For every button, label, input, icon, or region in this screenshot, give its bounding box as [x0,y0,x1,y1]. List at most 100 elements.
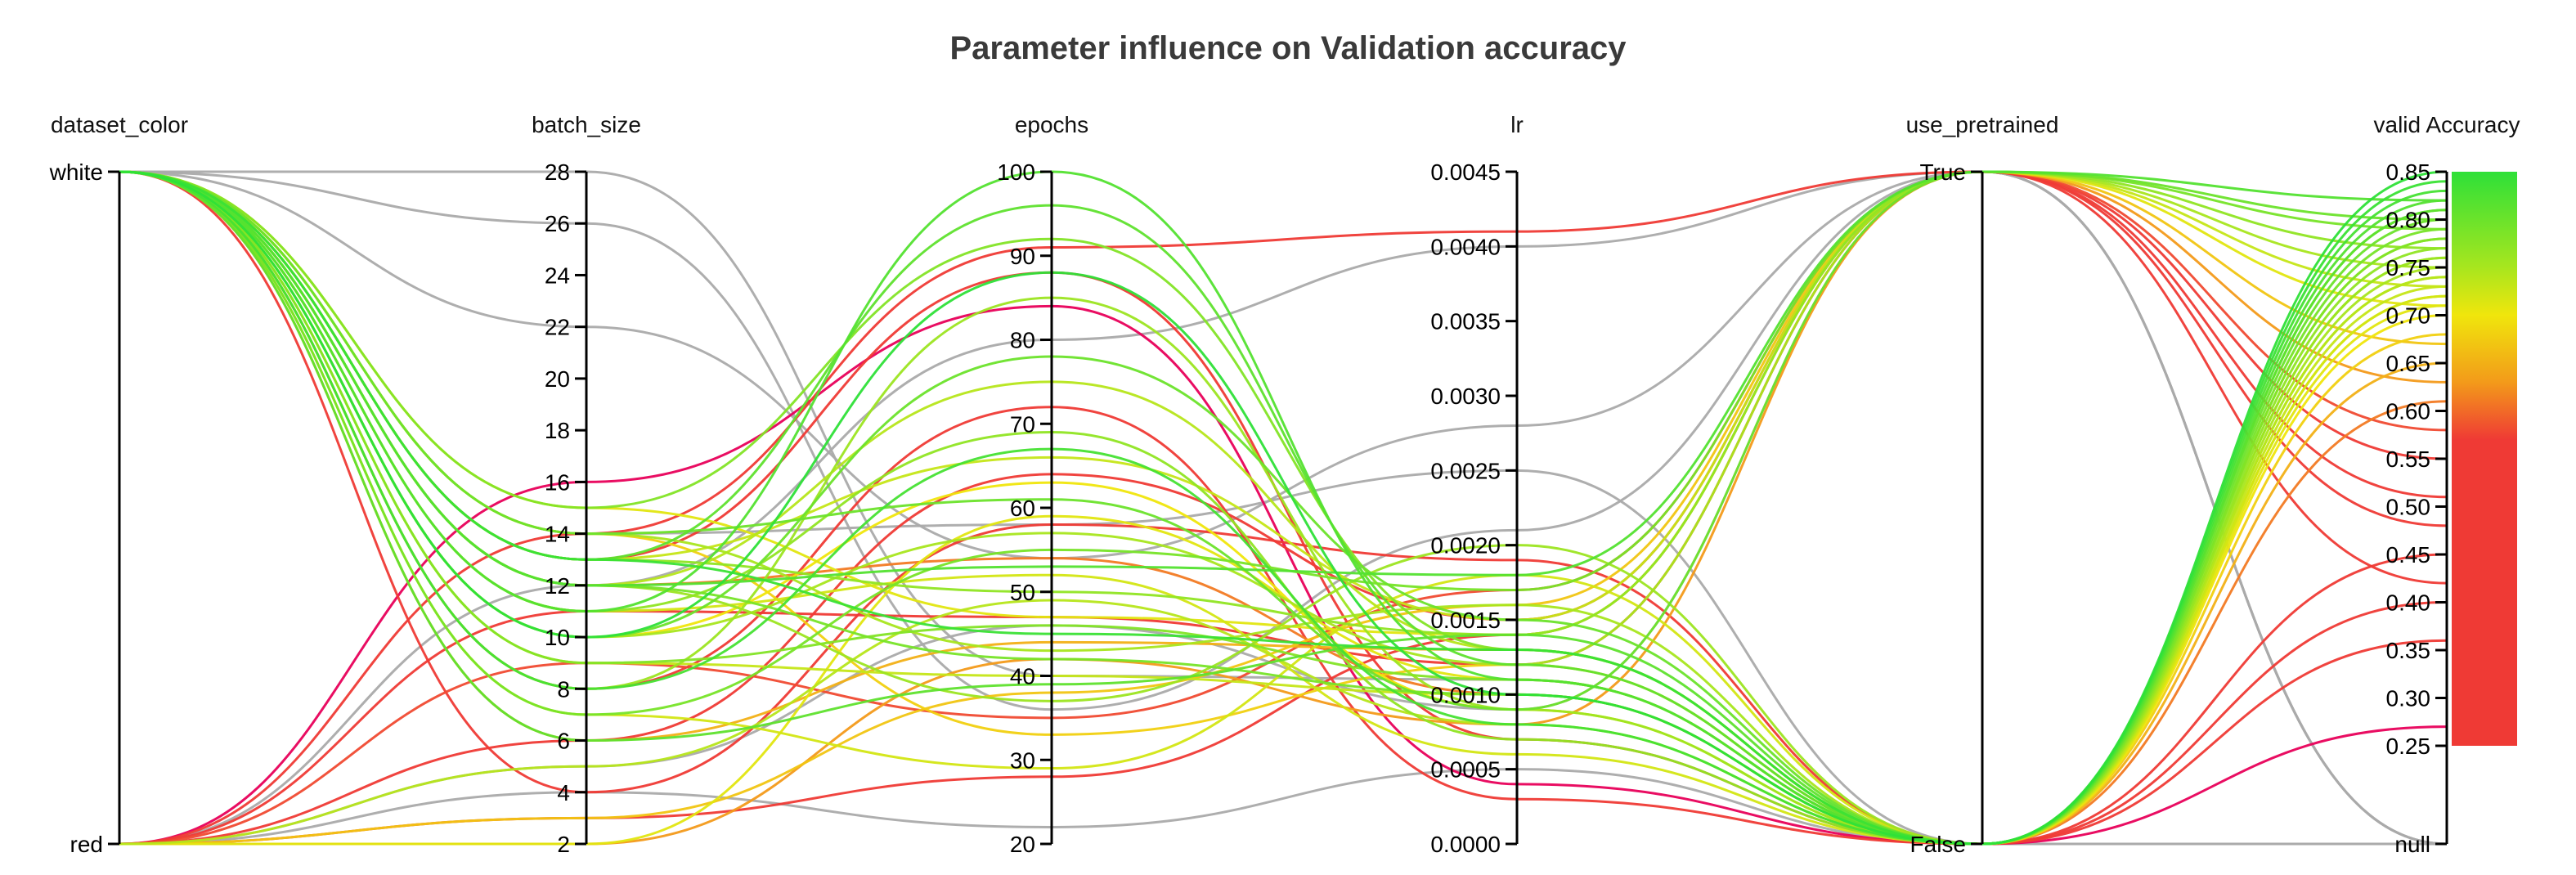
run-line [119,170,2448,846]
axis-epochs: epochs 100 90 80 70 60 50 40 30 20 [997,112,1088,857]
tick-label: 6 [557,729,570,754]
tick-label: 0.0020 [1430,533,1501,559]
chart-title: Parameter influence on Validation accura… [950,30,1627,66]
run-line [119,170,2448,846]
run-line [119,170,2448,846]
tick-label: 0.0010 [1430,682,1501,707]
run-line [119,170,2448,846]
run-line [119,304,2448,846]
run-line [119,170,2447,846]
tick-label: 18 [545,418,570,443]
tick-label: 8 [557,676,570,702]
tick-label: 0.0030 [1430,384,1501,409]
axis-title-use_pretrained: use_pretrained [1906,112,2059,137]
tick-label: null [2394,832,2430,857]
run-line [119,170,2448,846]
tick-label: 28 [545,159,570,185]
axes: dataset_colorwhiteredbatch_size282624222… [49,112,2520,857]
run-line [119,170,2448,846]
run-line [119,170,2448,666]
run-line [119,170,2448,846]
tick-label: 30 [1010,747,1035,773]
tick-label: 12 [545,573,570,599]
tick-label: True [1919,159,1966,185]
run-line [119,170,2448,846]
run-line [119,170,2448,846]
run-line [119,170,2448,846]
tick-label: 0.0045 [1430,159,1501,185]
run-line [119,170,2448,846]
tick-label: 0.0000 [1430,832,1501,857]
axis-title-lr: lr [1510,112,1524,137]
tick-label: 16 [545,469,570,495]
run-line [119,170,2448,846]
run-line [119,170,2448,846]
axis-lr: lr 0.0045 0.0040 0.0035 0.0030 0.0025 0.0020 0.… [1430,112,1523,857]
run-line [119,170,2448,587]
run-line [119,170,2448,846]
run-line [119,170,2448,846]
axis-valid_accuracy: valid Accuracy 0.85 0.80 0.75 0.70 0.65 0.60 0.… [2374,112,2520,857]
run-line [119,170,2448,846]
run-line [119,170,2448,846]
tick-label: red [70,832,103,857]
run-line [119,170,2448,846]
tick-label: 0.40 [2386,590,2431,616]
run-line [119,768,2447,846]
series-lines [119,170,2448,846]
tick-label: 0.0005 [1430,757,1501,783]
run-line [119,170,2448,846]
tick-label: 0.0035 [1430,309,1501,334]
tick-label: 0.50 [2386,495,2431,520]
tick-label: 80 [1010,328,1035,353]
tick-label: 0.55 [2386,446,2431,472]
run-line [119,170,2448,846]
tick-label: 0.65 [2386,351,2431,376]
tick-label: 20 [545,366,570,392]
tick-label: 26 [545,211,570,236]
run-line [119,170,2448,846]
tick-label: 90 [1010,244,1035,269]
run-line [119,170,2448,846]
run-line [119,170,2448,846]
tick-label: False [1910,832,1966,857]
tick-label: 0.80 [2386,208,2431,233]
tick-label: 2 [557,832,570,857]
tick-label: 0.85 [2386,159,2431,185]
tick-label: white [49,159,103,185]
run-line [119,170,2448,846]
tick-label: 0.75 [2386,255,2431,280]
run-line [119,170,2448,846]
tick-label: 0.45 [2386,542,2431,568]
run-line [119,170,2448,846]
tick-label: 100 [997,159,1035,185]
tick-label: 14 [545,522,570,547]
colorbar [2452,172,2517,746]
run-line [119,170,2448,846]
run-line [119,170,2448,846]
tick-label: 0.30 [2386,686,2431,711]
tick-label: 60 [1010,496,1035,521]
run-line [119,276,2448,846]
colorbar-gradient [2452,172,2517,746]
axis-batch_size: batch_size 28 26 24 22 20 18 16 14 12 10 8 6 4 2 [532,112,641,857]
axis-title-batch_size: batch_size [532,112,641,137]
run-line [119,170,2448,846]
axis-title-valid_accuracy: valid Accuracy [2374,112,2520,137]
run-line [119,170,2448,846]
run-line [119,170,2448,846]
tick-label: 4 [557,780,570,805]
tick-label: 20 [1010,832,1035,857]
run-line [119,304,2448,846]
tick-label: 70 [1010,411,1035,437]
axis-title-epochs: epochs [1015,112,1088,137]
run-line [119,170,2448,846]
axis-title-dataset_color: dataset_color [51,112,188,137]
tick-label: 0.25 [2386,734,2431,759]
tick-label: 50 [1010,580,1035,605]
run-line [119,170,2447,846]
tick-label: 0.0015 [1430,608,1501,633]
run-line [119,170,2448,846]
